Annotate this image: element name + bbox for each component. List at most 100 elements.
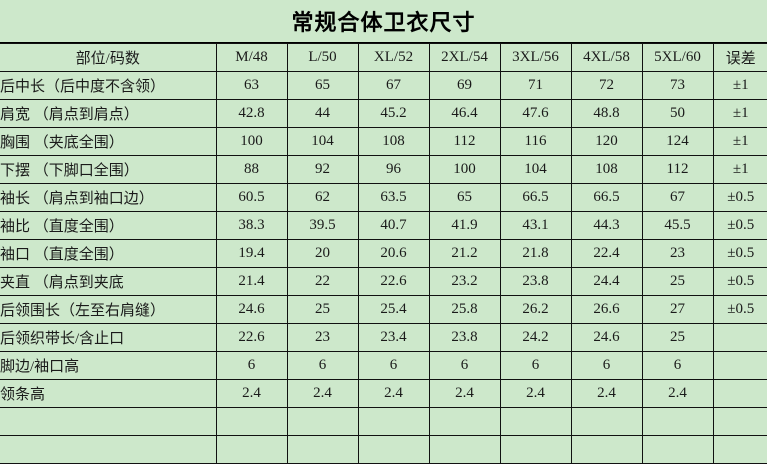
measurement-cell[interactable]: 44	[286, 99, 359, 128]
tolerance-cell[interactable]: ±0.5	[712, 267, 767, 296]
measurement-cell[interactable]	[286, 407, 359, 436]
measurement-cell[interactable]: 6	[215, 351, 288, 380]
measurement-cell[interactable]: 116	[499, 127, 572, 156]
measurement-cell[interactable]: 2.4	[286, 379, 359, 408]
measurement-cell[interactable]: 6	[357, 351, 430, 380]
measurement-cell[interactable]	[357, 435, 430, 464]
measurement-cell[interactable]: 66.5	[499, 183, 572, 212]
measurement-cell[interactable]: 67	[641, 183, 714, 212]
measurement-cell[interactable]: 65	[428, 183, 501, 212]
measurement-cell[interactable]: 22.4	[570, 239, 643, 268]
measurement-cell[interactable]: 104	[499, 155, 572, 184]
measurement-cell[interactable]: 23.2	[428, 267, 501, 296]
measurement-cell[interactable]: 2.4	[570, 379, 643, 408]
row-label[interactable]: 后中长（后中度不含领）	[0, 71, 217, 100]
measurement-cell[interactable]	[215, 407, 288, 436]
measurement-cell[interactable]: 19.4	[215, 239, 288, 268]
measurement-cell[interactable]: 24.4	[570, 267, 643, 296]
row-label[interactable]	[0, 407, 217, 436]
tolerance-cell[interactable]: ±1	[712, 99, 767, 128]
measurement-cell[interactable]: 25	[641, 323, 714, 352]
measurement-cell[interactable]: 42.8	[215, 99, 288, 128]
measurement-cell[interactable]: 112	[428, 127, 501, 156]
measurement-cell[interactable]: 6	[570, 351, 643, 380]
measurement-cell[interactable]: 38.3	[215, 211, 288, 240]
measurement-cell[interactable]	[428, 407, 501, 436]
measurement-cell[interactable]: 22	[286, 267, 359, 296]
measurement-cell[interactable]: 65	[286, 71, 359, 100]
measurement-cell[interactable]	[357, 407, 430, 436]
measurement-cell[interactable]: 25.4	[357, 295, 430, 324]
measurement-cell[interactable]: 20.6	[357, 239, 430, 268]
measurement-cell[interactable]: 48.8	[570, 99, 643, 128]
tolerance-cell[interactable]: ±1	[712, 155, 767, 184]
row-label[interactable]: 领条高	[0, 379, 217, 408]
row-label[interactable]: 后领织带长/含止口	[0, 323, 217, 352]
measurement-cell[interactable]: 2.4	[641, 379, 714, 408]
measurement-cell[interactable]: 73	[641, 71, 714, 100]
tolerance-cell[interactable]	[712, 407, 767, 436]
measurement-cell[interactable]: 21.4	[215, 267, 288, 296]
measurement-cell[interactable]	[286, 435, 359, 464]
measurement-cell[interactable]: 2.4	[428, 379, 501, 408]
measurement-cell[interactable]: 72	[570, 71, 643, 100]
tolerance-cell[interactable]	[712, 435, 767, 464]
row-label[interactable]: 袖长 （肩点到袖口边）	[0, 183, 217, 212]
measurement-cell[interactable]: 23.8	[428, 323, 501, 352]
measurement-cell[interactable]: 27	[641, 295, 714, 324]
tolerance-cell[interactable]: ±0.5	[712, 239, 767, 268]
measurement-cell[interactable]: 2.4	[357, 379, 430, 408]
measurement-cell[interactable]	[428, 435, 501, 464]
measurement-cell[interactable]: 23	[286, 323, 359, 352]
measurement-cell[interactable]: 21.2	[428, 239, 501, 268]
measurement-cell[interactable]: 66.5	[570, 183, 643, 212]
measurement-cell[interactable]: 62	[286, 183, 359, 212]
measurement-cell[interactable]: 108	[357, 127, 430, 156]
row-label[interactable]: 夹直 （肩点到夹底	[0, 267, 217, 296]
tolerance-cell[interactable]	[712, 379, 767, 408]
tolerance-cell[interactable]: ±0.5	[712, 295, 767, 324]
measurement-cell[interactable]: 22.6	[357, 267, 430, 296]
measurement-cell[interactable]	[641, 435, 714, 464]
measurement-cell[interactable]: 112	[641, 155, 714, 184]
measurement-cell[interactable]	[499, 407, 572, 436]
measurement-cell[interactable]: 6	[286, 351, 359, 380]
measurement-cell[interactable]: 69	[428, 71, 501, 100]
measurement-cell[interactable]: 63	[215, 71, 288, 100]
measurement-cell[interactable]: 24.2	[499, 323, 572, 352]
measurement-cell[interactable]: 22.6	[215, 323, 288, 352]
measurement-cell[interactable]: 45.5	[641, 211, 714, 240]
measurement-cell[interactable]: 6	[428, 351, 501, 380]
measurement-cell[interactable]: 23	[641, 239, 714, 268]
measurement-cell[interactable]: 2.4	[215, 379, 288, 408]
measurement-cell[interactable]: 120	[570, 127, 643, 156]
measurement-cell[interactable]: 100	[428, 155, 501, 184]
measurement-cell[interactable]: 21.8	[499, 239, 572, 268]
measurement-cell[interactable]: 24.6	[570, 323, 643, 352]
measurement-cell[interactable]: 46.4	[428, 99, 501, 128]
tolerance-cell[interactable]: ±0.5	[712, 183, 767, 212]
tolerance-cell[interactable]	[712, 323, 767, 352]
row-label[interactable]: 袖口 （直度全围）	[0, 239, 217, 268]
row-label[interactable]: 后领围长（左至右肩缝）	[0, 295, 217, 324]
measurement-cell[interactable]	[499, 435, 572, 464]
measurement-cell[interactable]: 44.3	[570, 211, 643, 240]
row-label[interactable]: 下摆 （下脚口全围）	[0, 155, 217, 184]
measurement-cell[interactable]: 45.2	[357, 99, 430, 128]
measurement-cell[interactable]: 67	[357, 71, 430, 100]
measurement-cell[interactable]	[641, 407, 714, 436]
measurement-cell[interactable]: 2.4	[499, 379, 572, 408]
measurement-cell[interactable]: 25.8	[428, 295, 501, 324]
measurement-cell[interactable]: 41.9	[428, 211, 501, 240]
measurement-cell[interactable]: 23.4	[357, 323, 430, 352]
measurement-cell[interactable]: 25	[641, 267, 714, 296]
measurement-cell[interactable]: 108	[570, 155, 643, 184]
row-label[interactable]: 胸围 （夹底全围）	[0, 127, 217, 156]
measurement-cell[interactable]: 6	[499, 351, 572, 380]
tolerance-cell[interactable]: ±0.5	[712, 211, 767, 240]
measurement-cell[interactable]: 39.5	[286, 211, 359, 240]
row-label[interactable]: 袖比 （直度全围）	[0, 211, 217, 240]
tolerance-cell[interactable]: ±1	[712, 71, 767, 100]
measurement-cell[interactable]: 100	[215, 127, 288, 156]
measurement-cell[interactable]: 104	[286, 127, 359, 156]
